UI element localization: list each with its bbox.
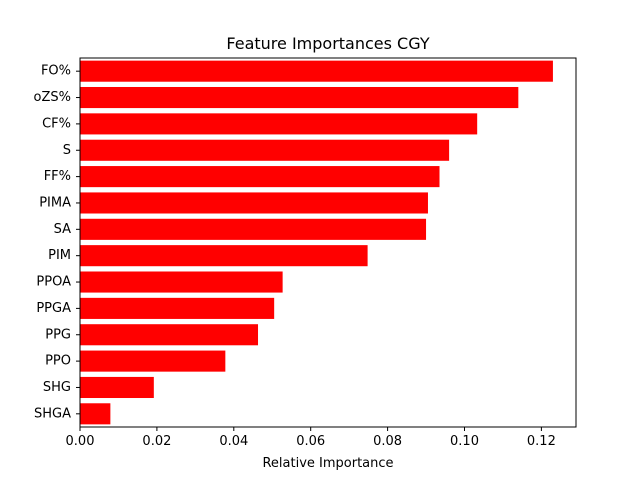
y-tick-label: CF% bbox=[42, 116, 71, 131]
x-tick-label: 0.10 bbox=[450, 434, 479, 449]
bar-ppo bbox=[80, 350, 226, 372]
y-tick-label: PPOA bbox=[36, 275, 71, 290]
bar-ffpct bbox=[80, 166, 440, 188]
y-tick-label: FO% bbox=[41, 64, 71, 79]
x-tick-label: 0.04 bbox=[219, 434, 248, 449]
x-tick-label: 0.08 bbox=[373, 434, 402, 449]
bar-pima bbox=[80, 192, 428, 214]
bar-ppoa bbox=[80, 271, 283, 293]
bar-sa bbox=[80, 218, 427, 240]
y-tick-label: SHGA bbox=[34, 406, 71, 421]
bar-cfpct bbox=[80, 113, 478, 135]
bar-ppga bbox=[80, 297, 275, 319]
x-tick-label: 0.02 bbox=[142, 434, 171, 449]
y-tick-label: FF% bbox=[44, 169, 71, 184]
x-tick-label: 0.12 bbox=[527, 434, 556, 449]
x-axis-ticks: 0.00 0.02 0.04 0.06 0.08 0.10 0.12 bbox=[66, 427, 556, 449]
y-tick-label: S bbox=[63, 143, 71, 158]
bar-ppg bbox=[80, 324, 259, 346]
chart-title: Feature Importances CGY bbox=[226, 34, 429, 53]
x-tick-label: 0.00 bbox=[66, 434, 95, 449]
bar-s bbox=[80, 139, 450, 161]
bar-shg bbox=[80, 376, 154, 399]
y-tick-label: PPO bbox=[45, 354, 71, 369]
x-axis-label: Relative Importance bbox=[262, 456, 393, 471]
bar-ozspct bbox=[80, 86, 519, 109]
bar-pim bbox=[80, 245, 368, 267]
bars bbox=[80, 60, 553, 425]
y-tick-label: PIM bbox=[48, 248, 71, 263]
y-tick-label: PPG bbox=[45, 327, 71, 342]
bar-fopct bbox=[80, 60, 553, 82]
y-tick-label: SA bbox=[54, 222, 71, 237]
plot-frame bbox=[79, 57, 577, 428]
y-tick-label: PIMA bbox=[39, 195, 71, 210]
x-tick-label: 0.06 bbox=[296, 434, 325, 449]
y-tick-label: SHG bbox=[43, 380, 71, 395]
y-axis-ticks: FO% oZS% CF% S FF% PIMA SA PIM PPOA PPGA PPG PPO SHG… bbox=[34, 64, 80, 421]
y-tick-label: oZS% bbox=[34, 90, 71, 105]
bar-shga bbox=[80, 403, 111, 425]
y-tick-label: PPGA bbox=[36, 301, 71, 316]
